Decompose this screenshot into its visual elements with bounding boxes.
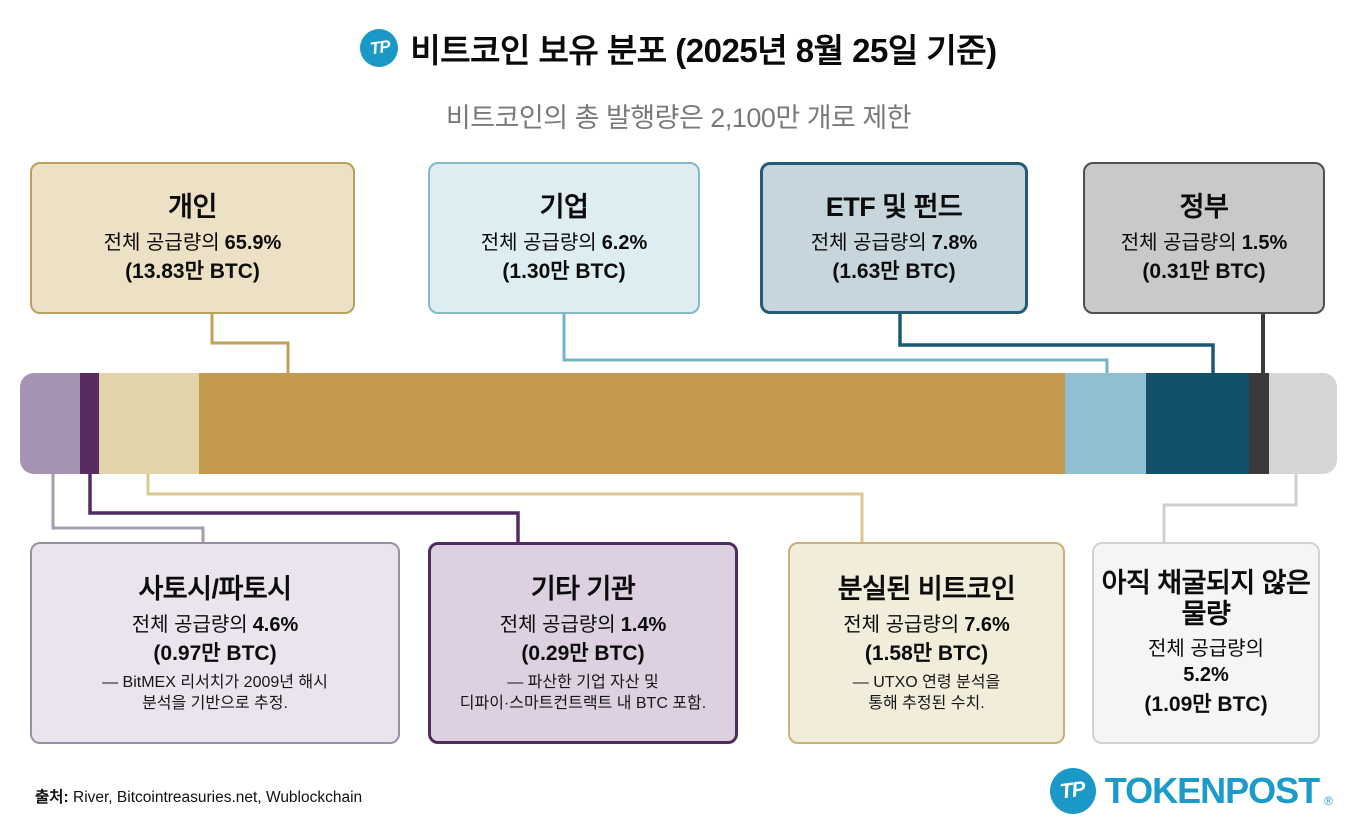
callout-satoshi-patoshi: 사토시/파토시 전체 공급량의 4.6% (0.97만 BTC) — BitMEX… — [30, 542, 400, 744]
brand-name: TOKENPOST — [1104, 770, 1320, 811]
callout-supply-line: 전체 공급량의 1.4% — [500, 612, 667, 638]
note-line: 디파이·스마트컨트랙트 내 BTC 포함. — [459, 694, 707, 712]
supply-prefix: 전체 공급량의 — [1120, 231, 1237, 254]
bar-segment — [1268, 373, 1337, 474]
tokenpost-tp-glyph: TP — [1058, 777, 1087, 804]
page-subtitle: 비트코인의 총 발행량은 2,100만 개로 제한 — [445, 103, 912, 133]
callout-amount: (0.29만 BTC) — [521, 642, 645, 666]
callout-amount: (1.30만 BTC) — [502, 260, 626, 284]
connector-other-institutions — [88, 473, 520, 543]
callout-supply-line: 전체 공급량의 1.5% — [1121, 230, 1288, 256]
supply-prefix: 전체 공급량의 — [103, 231, 220, 254]
callout-amount: (0.31만 BTC) — [1142, 260, 1266, 284]
supply-prefix: 전체 공급량의 — [131, 613, 248, 636]
callout-title: 분실된 비트코인 — [837, 574, 1016, 605]
supply-percent: 5.2% — [1183, 664, 1229, 687]
callout-lost-bitcoin: 분실된 비트코인 전체 공급량의 7.6% (1.58만 BTC) — UTXO … — [788, 542, 1065, 744]
supply-prefix: 전체 공급량의 — [480, 231, 597, 254]
tokenpost-circle-icon: TP — [360, 29, 399, 67]
source-text: River, Bitcointreasuries.net, Wublockcha… — [68, 789, 363, 806]
callout-supply-line: 전체 공급량의 — [1148, 637, 1264, 660]
callout-supply-line: 전체 공급량의 7.6% — [843, 612, 1010, 638]
bar-segment — [1146, 373, 1249, 474]
bar-segment — [198, 373, 1065, 474]
bar-segment — [80, 373, 99, 474]
connector-individual — [210, 313, 290, 375]
callout-note: — BitMEX 리서치가 2009년 해시 분석을 기반으로 추정. — [102, 672, 328, 714]
supply-percent: 7.6% — [964, 613, 1010, 636]
header: TP 비트코인 보유 분포 (2025년 8월 25일 기준) — [0, 24, 1357, 72]
connector-satoshi — [51, 473, 205, 543]
source-label: 출처: — [35, 789, 69, 806]
supply-percent: 7.8% — [931, 231, 978, 254]
supply-percent: 4.6% — [252, 613, 299, 636]
bar-segment — [20, 373, 81, 474]
callout-other-institutions: 기타 기관 전체 공급량의 1.4% (0.29만 BTC) — 파산한 기업 자… — [428, 542, 738, 744]
supply-prefix: 전체 공급량의 — [810, 231, 927, 254]
tokenpost-circle-icon: TP — [1049, 768, 1096, 814]
callout-supply-line: 전체 공급량의 6.2% — [481, 230, 648, 256]
supply-prefix: 전체 공급량의 — [843, 613, 960, 636]
callout-amount: (1.58만 BTC) — [864, 642, 989, 666]
bar-segment — [1248, 373, 1269, 474]
callout-title: 기업 — [539, 192, 589, 223]
bar-segment — [1064, 373, 1147, 474]
callout-supply-line: 전체 공급량의 65.9% — [104, 230, 282, 256]
callout-corporate: 기업 전체 공급량의 6.2% (1.30만 BTC) — [428, 162, 700, 314]
callout-note: — 파산한 기업 자산 및 디파이·스마트컨트랙트 내 BTC 포함. — [460, 672, 706, 714]
bar-segment — [98, 373, 199, 474]
callout-title: 정부 — [1179, 192, 1229, 223]
callout-title: ETF 및 펀드 — [825, 192, 963, 223]
callout-etf-funds: ETF 및 펀드 전체 공급량의 7.8% (1.63만 BTC) — [760, 162, 1028, 314]
callout-amount: (13.83만 BTC) — [125, 260, 260, 284]
source-line: 출처: River, Bitcointreasuries.net, Wubloc… — [35, 785, 362, 807]
callout-title: 아직 채굴되지 않은 물량 — [1101, 567, 1311, 629]
note-line: — BitMEX 리서치가 2009년 해시 — [102, 673, 328, 691]
connector-corporate — [562, 313, 1109, 375]
supply-percent: 1.5% — [1241, 231, 1288, 254]
connector-etf — [898, 313, 1215, 375]
registered-trademark-icon: ® — [1324, 794, 1333, 808]
callout-supply-line: 전체 공급량의 4.6% — [132, 612, 299, 638]
callout-unmined: 아직 채굴되지 않은 물량 전체 공급량의 5.2% (1.09만 BTC) — [1092, 542, 1320, 744]
callout-government: 정부 전체 공급량의 1.5% (0.31만 BTC) — [1083, 162, 1325, 314]
connector-lost-bitcoin — [146, 473, 864, 543]
connector-unmined — [1162, 473, 1298, 543]
supply-percent: 6.2% — [601, 231, 648, 254]
note-line: 분석을 기반으로 추정. — [142, 694, 288, 712]
callout-supply-line: 전체 공급량의 7.8% — [811, 230, 978, 256]
supply-prefix: 전체 공급량의 — [499, 613, 616, 636]
callout-title: 사토시/파토시 — [138, 574, 292, 605]
supply-percent: 1.4% — [620, 613, 667, 636]
callout-title: 개인 — [168, 192, 217, 223]
callout-amount: (1.63만 BTC) — [832, 260, 956, 284]
callout-note: — UTXO 연령 분석을 통해 추정된 수치. — [853, 672, 1000, 714]
distribution-bar — [20, 373, 1337, 474]
callout-amount: (1.09만 BTC) — [1144, 692, 1268, 716]
callout-title: 기타 기관 — [530, 574, 636, 605]
note-line: — UTXO 연령 분석을 — [852, 673, 1001, 691]
tokenpost-tp-glyph: TP — [368, 36, 391, 59]
note-line: 통해 추정된 수치. — [868, 694, 985, 712]
tokenpost-brand: TP TOKENPOST ® — [1049, 768, 1333, 814]
callout-amount: (0.97만 BTC) — [153, 642, 277, 666]
supply-percent: 65.9% — [224, 231, 282, 254]
note-line: — 파산한 기업 자산 및 — [507, 673, 659, 691]
page-title: 비트코인 보유 분포 (2025년 8월 25일 기준) — [410, 32, 997, 69]
callout-individual: 개인 전체 공급량의 65.9% (13.83만 BTC) — [30, 162, 355, 314]
